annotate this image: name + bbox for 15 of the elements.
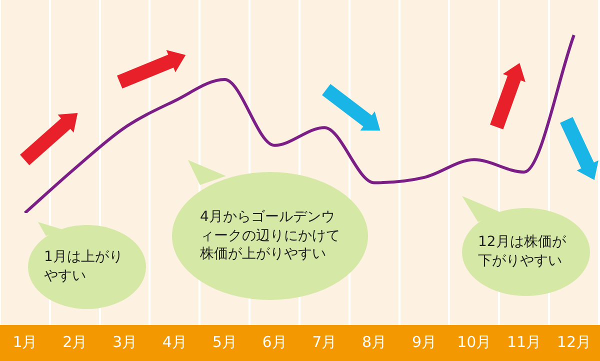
x-tick-label: 1月	[12, 332, 38, 351]
text: 12月は株価が下がりやすい	[478, 233, 567, 271]
annotation: 4月からゴールデンウィークの辺りにかけて株価が上がりやすい	[200, 208, 340, 264]
x-tick-label: 12月	[556, 332, 592, 351]
x-tick-label: 2月	[62, 332, 88, 351]
x-tick-label: 3月	[112, 332, 138, 351]
text: 1月は上がりやすい	[44, 248, 124, 286]
x-tick-label: 8月	[362, 332, 387, 351]
x-tick-label: 9月	[412, 332, 436, 351]
x-tick-label: 4月	[162, 332, 187, 351]
x-tick-label: 5月	[212, 332, 237, 351]
x-tick-label: 7月	[312, 332, 337, 351]
x-tick-label: 10月	[457, 332, 492, 351]
x-tick-label: 6月	[262, 332, 287, 351]
x-tick-label: 11月	[507, 332, 542, 351]
